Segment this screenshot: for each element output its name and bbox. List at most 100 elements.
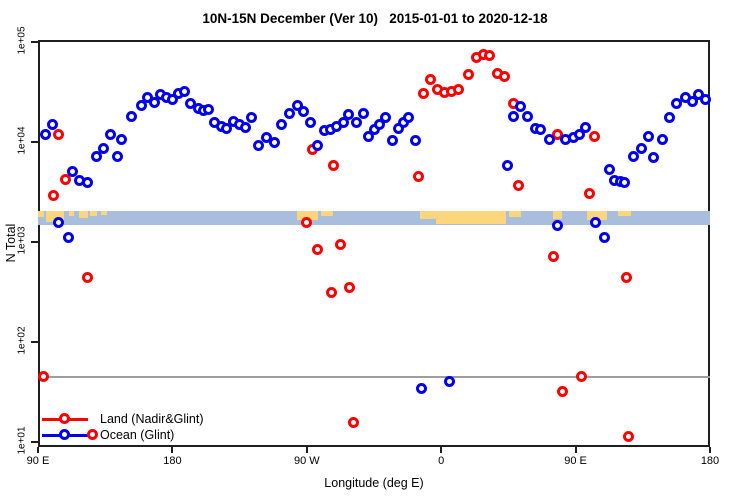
data-point-ocean [656,134,668,146]
data-point-ocean [579,121,591,133]
data-point-ocean [379,111,391,123]
y-tick-mark [31,340,38,343]
legend-marker-ocean-icon [59,429,70,440]
map-band-land-patch [618,210,631,216]
y-tick-mark [31,40,38,43]
data-point-ocean [402,111,414,123]
map-band-land-patch [38,210,44,217]
map-band-land-patch [101,210,107,215]
data-point-ocean [62,231,74,243]
data-point-ocean [410,135,421,147]
data-point-land [556,385,568,397]
x-tick-mark [171,447,174,453]
x-tick-label: 180 [163,455,182,467]
data-point-ocean [105,129,117,141]
data-point-ocean [298,105,310,117]
data-point-ocean [253,140,265,152]
map-band-land-patch [46,210,64,222]
data-point-ocean [663,111,675,123]
data-point-ocean [507,110,519,122]
x-tick-label: 90 E [26,455,50,467]
chart-title: 10N-15N December (Ver 10) 2015-01-01 to … [202,11,548,26]
data-point-ocean [534,124,546,136]
data-point-ocean [387,135,399,147]
data-point-land [547,250,559,262]
data-point-ocean [699,93,711,105]
data-point-ocean [292,99,304,111]
data-point-ocean [136,99,148,111]
data-point-ocean [543,134,555,146]
data-point-land [38,370,50,382]
data-point-land [87,428,99,440]
data-point-land [344,281,355,293]
data-point-land [312,243,324,255]
x-tick-label: 0 [438,455,445,467]
data-point-ocean [98,143,110,155]
data-point-ocean [67,166,79,178]
data-point-ocean [671,97,683,109]
data-point-land [583,188,595,200]
data-point-ocean [149,96,161,108]
data-point-land [622,430,634,442]
x-tick-mark [37,447,39,453]
data-point-land [301,216,313,228]
x-tick-label: 180 [700,455,720,467]
map-band-land-patch [69,210,74,216]
data-point-ocean [203,103,215,115]
data-point-ocean [573,129,585,141]
data-point-ocean [551,220,563,232]
x-tick-mark [574,447,577,453]
data-point-ocean [647,152,659,164]
data-point-ocean [240,121,252,133]
plot-area [38,40,710,447]
map-band-land-patch [79,210,89,218]
data-point-land [588,130,600,142]
data-point-ocean [374,118,386,130]
data-point-ocean [167,93,179,105]
x-tick-label: 90 E [564,455,587,467]
data-point-land [335,238,347,250]
x-axis-title: Longitude (deg E) [324,476,424,490]
x-tick-label: 90 W [293,455,320,467]
data-point-land [348,416,360,428]
data-point-land [60,174,72,186]
data-point-land [512,180,524,192]
map-band-land-patch [296,210,318,220]
data-point-land [53,128,65,140]
data-point-ocean [82,177,94,189]
data-point-ocean [443,375,455,387]
data-point-ocean [126,110,138,122]
y-tick-label: 1e+05 [16,26,28,55]
data-point-land [498,70,510,82]
data-point-ocean [514,100,526,112]
data-point-ocean [305,117,317,129]
data-point-ocean [415,383,427,395]
data-point-ocean [46,119,58,131]
x-tick-mark [440,447,443,453]
data-point-ocean [501,160,513,172]
data-point-ocean [269,136,281,148]
map-band-land-patch [508,210,521,217]
data-point-land [48,189,60,201]
map-band-land-patch [89,210,97,216]
map-band-ocean [38,210,710,225]
y-tick-label: 1e+02 [16,326,28,355]
data-point-ocean [603,164,615,176]
data-point-ocean [91,151,103,163]
data-point-land [417,87,429,99]
data-point-land [424,73,436,85]
data-point-ocean [598,232,610,244]
data-point-ocean [52,216,64,228]
data-point-ocean [351,116,363,128]
data-point-ocean [112,151,124,163]
map-band-land-patch [419,210,436,219]
data-point-ocean [284,107,296,119]
data-point-ocean [627,151,639,163]
y-tick-label: 1e+03 [16,226,28,255]
map-band-land-patch [435,210,506,224]
y-tick-mark [31,440,38,443]
legend-label-land: Land (Nadir&Glint) [100,412,204,426]
y-tick-mark [31,240,38,243]
data-point-ocean [618,177,630,189]
